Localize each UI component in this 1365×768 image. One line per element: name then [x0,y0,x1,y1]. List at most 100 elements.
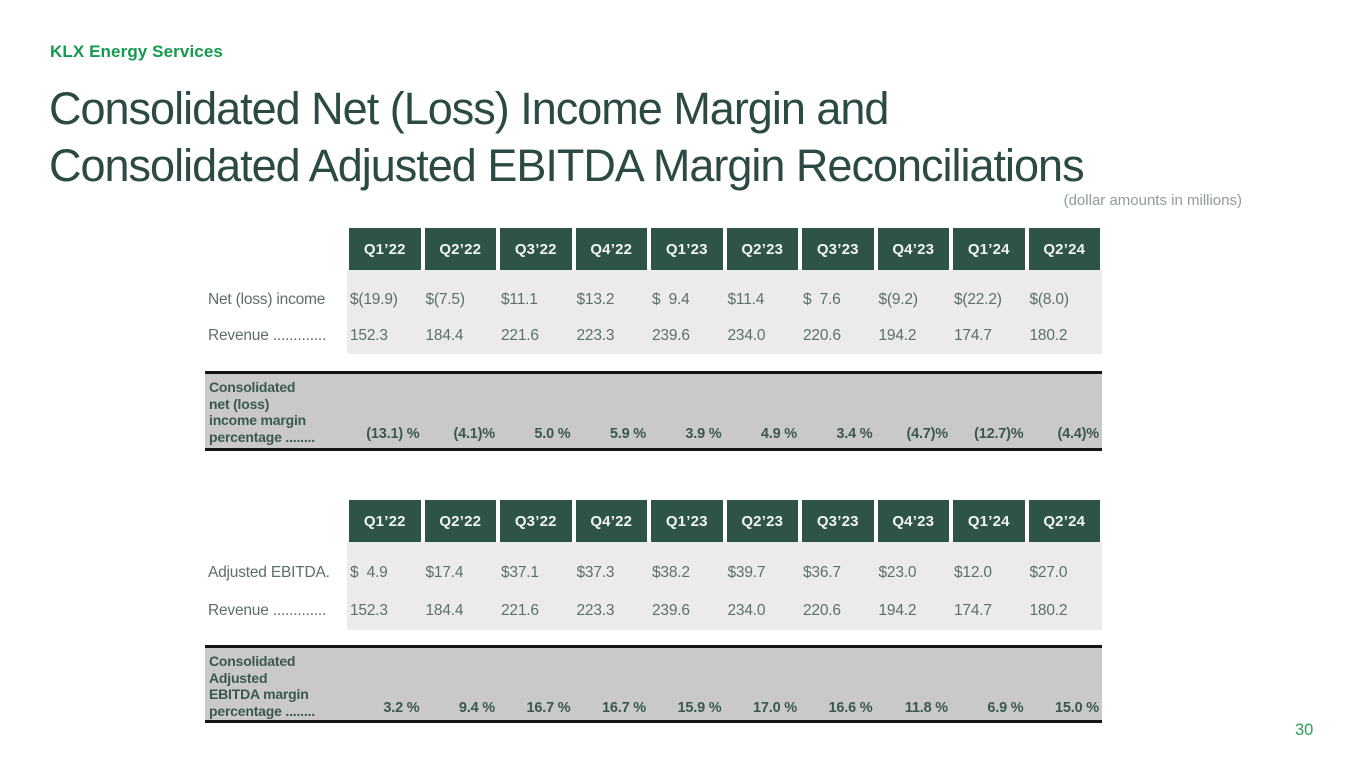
margin-value-cell: 16.7 % [602,700,646,716]
value-cell: $(19.9) [350,291,398,308]
value-cell: 223.3 [576,602,615,619]
quarter-header-cell: Q2’22 [424,228,496,270]
adjusted-ebitda-margin-summary: Consolidated Adjusted EBITDA margin percent… [205,645,1102,723]
margin-value-cell: 3.9 % [685,426,722,442]
title-line-2: Consolidated Adjusted EBITDA Margin Reco… [49,140,1085,191]
value-cell: $11.1 [501,291,538,308]
margin-value-cell: (4.4)% [1057,426,1099,442]
value-cell: 221.6 [501,602,539,619]
value-cell: 223.3 [576,327,615,344]
quarter-header-cell: Q1’23 [651,500,723,542]
quarter-header-cell: Q3’23 [802,500,874,542]
margin-value-cell: 3.4 % [836,426,873,442]
margin-value-cell: 16.7 % [526,700,571,716]
value-cell: 180.2 [1029,327,1068,344]
value-cell: 220.6 [803,327,841,344]
margin-row-label: Consolidated Adjusted EBITDA margin percent… [205,648,347,722]
value-cell: $13.2 [576,291,615,308]
value-cell: 184.4 [425,602,464,619]
value-cell: 194.2 [878,327,917,344]
net-loss-income-margin-summary: Consolidated net (loss) income margin perce… [205,371,1102,451]
title-line-1: Consolidated Net (Loss) Income Margin an… [49,83,889,134]
margin-value-cell: 3.2 % [383,700,420,716]
row-label: Net (loss) income [208,291,326,308]
value-cell: $ 7.6 [803,291,841,308]
value-cell: 184.4 [425,327,464,344]
value-cell: $ 9.4 [652,291,690,308]
margin-value-cell: 16.6 % [828,700,873,716]
value-cell: $(7.5) [425,291,465,308]
row-label: Revenue ............. [208,327,327,344]
quarter-header-cell: Q2’24 [1028,500,1100,542]
margin-value-cell: (13.1) % [366,426,420,442]
value-cell: $(22.2) [954,291,1002,308]
quarter-header-row: Q1’22 Q2’22 Q3’22 Q4’22 Q1’23 Q2’23 Q3’23 Q4’23… [205,228,1102,270]
margin-label-line: percentage ........ [209,702,315,719]
margin-value-cell: 11.8 % [904,700,948,716]
quarter-header-cell: Q3’22 [500,500,572,542]
header-spacer [205,500,347,542]
value-cell: 152.3 [350,327,388,344]
margin-value-cell: 4.9 % [760,426,797,442]
quarter-header-cell: Q1’23 [651,228,723,270]
margin-label-line: net (loss) [209,395,270,412]
value-cell: $17.4 [425,564,464,581]
margin-row-label: Consolidated net (loss) income margin perce… [205,374,347,448]
quarter-header-cell: Q2’24 [1028,228,1100,270]
net-loss-income-data-rows: Net (loss) income $(19.9) $(7.5) $11.1 $13.2… [205,270,1102,354]
units-note: (dollar amounts in millions) [1063,192,1242,209]
value-cell: 174.7 [954,602,992,619]
value-cell: 239.6 [652,327,690,344]
margin-value-cell: 5.9 % [609,426,646,442]
margin-label-line: EBITDA margin [209,686,309,702]
value-cell: $38.2 [652,564,690,581]
value-cell: $27.0 [1029,564,1068,581]
quarter-header-cell: Q2’22 [424,500,496,542]
quarter-header-cell: Q2’23 [726,228,798,270]
margin-value-cell: 17.0 % [753,700,797,716]
adjusted-ebitda-data-rows: Adjusted EBITDA. $ 4.9 $17.4 $37.1 $37.3 $38.… [205,542,1102,630]
value-cell: $37.1 [501,564,539,581]
quarter-header-cell: Q3’23 [802,228,874,270]
margin-value-cell: 15.0 % [1055,700,1099,716]
quarter-header-cell: Q4’23 [877,500,949,542]
page-number: 30 [1295,721,1314,739]
quarter-header-cell: Q3’22 [500,228,572,270]
row-label: Adjusted EBITDA. [208,564,330,581]
quarter-header-cell: Q4’22 [575,228,647,270]
value-cell: 220.6 [803,602,841,619]
quarter-header-row: Q1’22 Q2’22 Q3’22 Q4’22 Q1’23 Q2’23 Q3’23 Q4’23… [205,500,1102,542]
row-label: Revenue ............. [208,602,327,619]
quarter-header-cell: Q2’23 [726,500,798,542]
value-cell: 180.2 [1029,602,1068,619]
quarter-header-cell: Q1’22 [349,228,421,270]
margin-label-line: income margin [209,412,306,428]
value-cell: $11.4 [727,291,765,308]
page-title: Consolidated Net (Loss) Income Margin an… [49,80,1085,194]
margin-value-cell: (12.7)% [974,426,1024,442]
value-cell: $23.0 [878,564,917,581]
margin-value-cell: (4.1)% [453,426,495,442]
margin-value-cell: 5.0 % [534,426,571,442]
quarter-header-cell: Q4’22 [575,500,647,542]
value-cell: 194.2 [878,602,917,619]
value-cell: $37.3 [576,564,615,581]
value-cell: 221.6 [501,327,539,344]
margin-value-cell: 9.4 % [458,700,495,716]
net-loss-income-table: Q1’22 Q2’22 Q3’22 Q4’22 Q1’23 Q2’23 Q3’23 Q4’23… [205,228,1102,354]
brand-logo: KLX Energy Services [50,42,223,61]
margin-value-cell: (4.7)% [906,426,948,442]
quarter-header-cell: Q1’24 [953,500,1025,542]
value-cell: 239.6 [652,602,690,619]
value-cell: $12.0 [954,564,992,581]
value-cell: $(8.0) [1029,291,1069,308]
value-cell: 174.7 [954,327,992,344]
header-spacer [205,228,347,270]
value-cell: $36.7 [803,564,841,581]
value-cell: $39.7 [727,564,766,581]
value-cell: 234.0 [727,327,766,344]
margin-value-cell: 6.9 % [987,700,1024,716]
value-cell: $(9.2) [878,291,918,308]
margin-value-cell: 15.9 % [677,700,722,716]
